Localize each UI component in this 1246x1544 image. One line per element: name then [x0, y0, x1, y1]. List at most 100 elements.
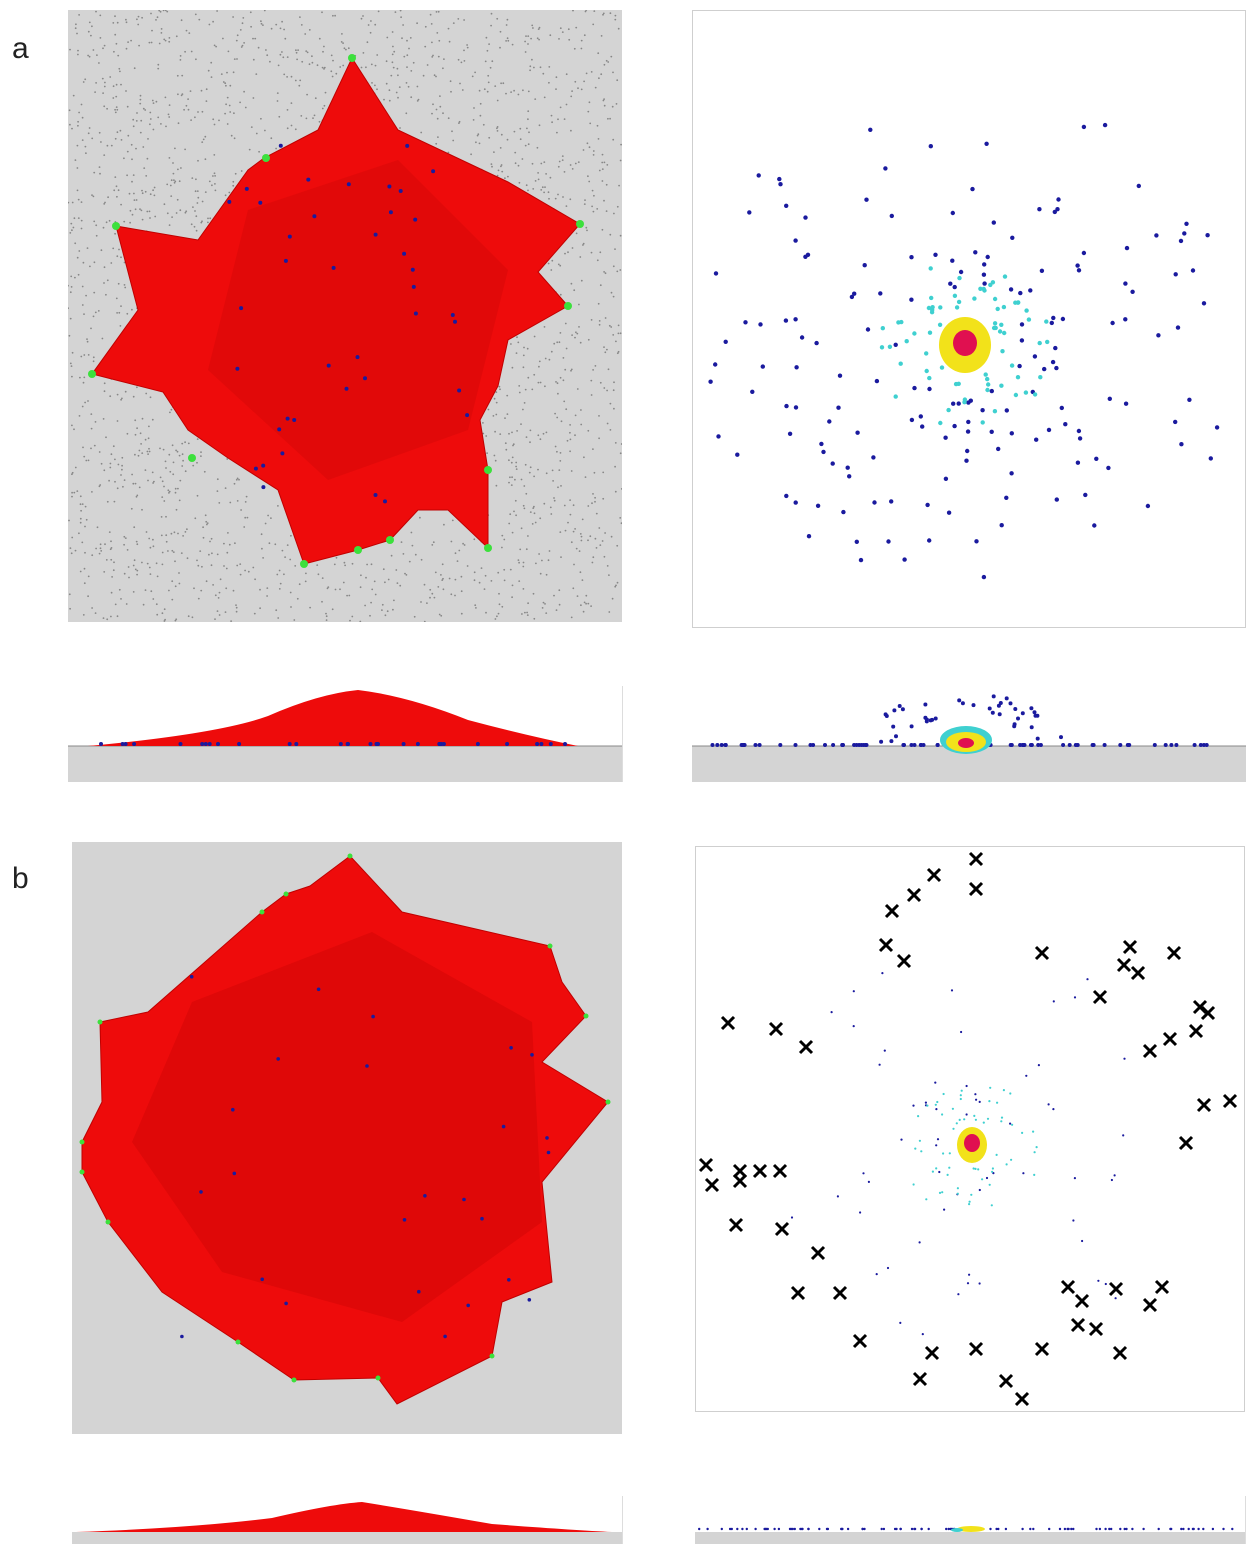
network-node	[207, 742, 212, 746]
node-cyan	[929, 295, 934, 301]
node-blue	[966, 1282, 970, 1285]
node-cyan	[983, 372, 988, 377]
node-blue	[1013, 707, 1018, 711]
node-blue	[1205, 233, 1210, 238]
node-cyan	[917, 1115, 920, 1118]
node-blue	[793, 1527, 796, 1531]
network-node	[216, 742, 220, 746]
node-blue	[758, 322, 763, 327]
network-node	[438, 742, 442, 746]
node-blue	[713, 271, 719, 276]
node-blue	[1009, 471, 1014, 476]
node-cyan	[948, 1152, 951, 1155]
network-node	[276, 1057, 280, 1061]
node-cyan	[946, 407, 951, 413]
node-blue	[881, 972, 884, 975]
node-blue	[1114, 1297, 1117, 1300]
node-blue	[965, 448, 970, 454]
node-blue	[1178, 238, 1184, 244]
network-side-profile-b	[76, 1502, 612, 1532]
node-blue	[1179, 442, 1184, 447]
node-blue	[1154, 233, 1159, 238]
removed-node-marker	[884, 903, 900, 919]
network-side-view-b	[72, 1496, 623, 1544]
node-blue	[946, 510, 952, 515]
network-node	[417, 1289, 421, 1294]
network-node	[253, 466, 258, 471]
network-node	[260, 1277, 264, 1282]
node-blue	[1037, 1064, 1040, 1067]
classified-side-view-b	[695, 1496, 1246, 1544]
node-blue	[923, 702, 928, 707]
removed-node-marker	[1142, 1297, 1158, 1313]
removed-node-marker	[1178, 1135, 1194, 1151]
removed-node-marker	[798, 1039, 814, 1055]
network-node	[413, 217, 418, 222]
node-blue	[971, 703, 976, 708]
removed-node-marker	[968, 851, 984, 867]
node-cyan	[980, 420, 985, 425]
node-blue	[1202, 1527, 1205, 1531]
node-cyan	[974, 1118, 977, 1121]
node-cyan	[925, 1198, 928, 1201]
node-blue	[935, 1144, 938, 1147]
node-blue	[889, 739, 894, 744]
network-node	[405, 143, 410, 148]
network-node	[563, 742, 567, 746]
node-blue	[875, 1273, 878, 1276]
node-cyan	[958, 1118, 961, 1121]
anchor-point	[235, 1339, 241, 1345]
node-cyan	[1024, 308, 1029, 313]
node-blue	[1032, 1527, 1035, 1531]
node-cyan	[991, 1170, 994, 1173]
node-blue	[978, 1188, 981, 1192]
node-cyan	[956, 299, 962, 305]
network-node	[546, 1150, 551, 1155]
node-blue	[987, 706, 992, 711]
node-cyan	[985, 376, 990, 382]
removed-node-marker	[1060, 1279, 1076, 1295]
node-blue	[750, 389, 755, 394]
node-blue	[1191, 1527, 1195, 1531]
node-blue	[787, 431, 793, 436]
node-blue	[952, 284, 957, 290]
node-blue	[933, 252, 938, 257]
network-node	[294, 742, 299, 746]
removed-node-marker	[1222, 1093, 1238, 1109]
node-blue	[1173, 272, 1178, 277]
network-node	[203, 742, 208, 746]
node-cyan	[918, 1139, 921, 1142]
node-blue	[872, 500, 877, 505]
node-blue	[947, 1527, 950, 1531]
node-blue	[1187, 397, 1192, 402]
node-blue	[1102, 743, 1107, 747]
node-blue	[764, 1527, 767, 1531]
node-blue	[997, 1527, 1000, 1531]
network-node	[237, 742, 242, 746]
network-node	[401, 742, 406, 746]
node-blue	[1175, 325, 1181, 330]
node-cyan	[992, 296, 998, 302]
node-blue	[902, 557, 907, 562]
node-blue	[723, 743, 728, 747]
node-blue	[784, 203, 789, 208]
node-blue	[823, 743, 827, 747]
node-blue	[862, 1172, 865, 1175]
removed-node-marker	[968, 881, 984, 897]
node-blue	[927, 538, 932, 543]
node-blue	[1125, 1527, 1128, 1531]
node-cyan	[995, 306, 1000, 312]
node-blue	[852, 990, 855, 993]
node-blue	[1083, 492, 1088, 498]
node-blue	[783, 318, 789, 323]
removed-node-marker	[896, 953, 912, 969]
node-cyan	[988, 1183, 991, 1186]
anchor-point	[484, 544, 492, 552]
node-blue	[1214, 425, 1220, 430]
node-cyan	[941, 1191, 944, 1194]
node-blue	[918, 743, 923, 747]
node-blue	[1163, 743, 1168, 747]
network-node	[284, 1301, 288, 1306]
node-cyan	[954, 305, 960, 310]
node-cyan	[1032, 1130, 1035, 1133]
